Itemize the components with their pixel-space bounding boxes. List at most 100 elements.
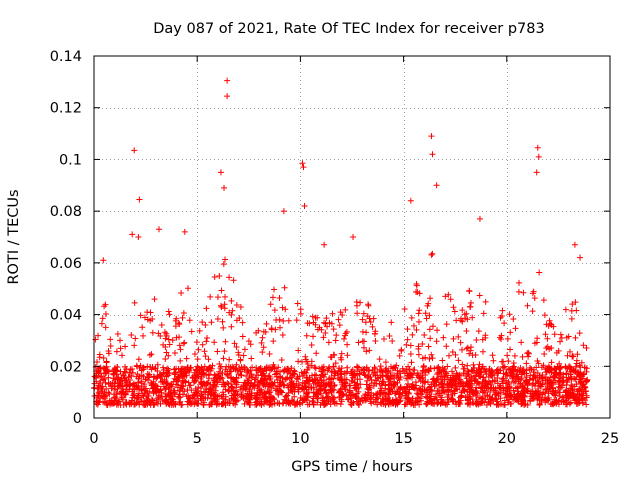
data-point [317, 374, 324, 381]
data-point [421, 379, 428, 386]
data-point [111, 394, 118, 401]
data-point [434, 327, 441, 334]
data-point [118, 394, 125, 401]
data-point [119, 394, 126, 401]
data-point [294, 374, 301, 381]
data-point [289, 372, 296, 379]
data-point [457, 339, 464, 346]
data-point [178, 290, 185, 297]
data-point [562, 306, 569, 313]
data-point [201, 380, 208, 387]
data-point [525, 350, 532, 357]
data-point [236, 364, 243, 371]
data-point [475, 365, 482, 372]
data-point [230, 396, 237, 403]
data-point [337, 401, 344, 408]
data-point [244, 398, 251, 405]
data-point [291, 368, 298, 375]
data-point [227, 374, 234, 381]
data-point [572, 299, 579, 306]
chart-title: Day 087 of 2021, Rate Of TEC Index for r… [153, 21, 544, 37]
data-point [233, 317, 240, 324]
data-point [447, 296, 454, 303]
data-point [498, 400, 505, 407]
data-point [455, 357, 462, 364]
data-point [493, 401, 500, 408]
data-point [233, 301, 240, 308]
data-point [281, 367, 288, 374]
data-point [555, 383, 562, 390]
data-point [544, 343, 551, 350]
data-point [131, 147, 138, 154]
data-point [204, 366, 211, 373]
data-point [371, 330, 378, 337]
data-point [230, 364, 237, 371]
data-point [538, 364, 545, 371]
data-point [409, 374, 416, 381]
data-point [285, 368, 292, 375]
data-point [474, 390, 481, 397]
data-point [214, 294, 221, 301]
data-point [269, 294, 276, 301]
data-point [486, 396, 493, 403]
data-point [226, 368, 233, 375]
data-point [361, 366, 368, 373]
data-point [131, 299, 138, 306]
data-point [177, 346, 184, 353]
data-point [207, 293, 214, 300]
data-point [429, 323, 436, 330]
data-point [348, 399, 355, 406]
data-point [428, 133, 435, 140]
data-point [253, 372, 260, 379]
data-point [459, 388, 466, 395]
data-point [389, 338, 396, 345]
data-point [527, 398, 534, 405]
data-point [552, 392, 559, 399]
data-point [169, 337, 176, 344]
data-point [340, 391, 347, 398]
data-point [363, 381, 370, 388]
data-point [507, 329, 514, 336]
data-point [438, 373, 445, 380]
data-point [399, 365, 406, 372]
data-point [372, 337, 379, 344]
data-point [102, 310, 109, 317]
data-point [433, 338, 440, 345]
data-point [192, 391, 199, 398]
data-point [392, 398, 399, 405]
data-point [226, 399, 233, 406]
data-point [463, 375, 470, 382]
data-point [404, 326, 411, 333]
data-point [268, 393, 275, 400]
data-point [419, 355, 426, 362]
data-point [119, 352, 126, 359]
data-point [181, 339, 188, 346]
data-point [259, 349, 266, 356]
data-point [409, 395, 416, 402]
data-point [269, 380, 276, 387]
data-point [163, 330, 170, 337]
data-point [457, 379, 464, 386]
data-point [144, 309, 151, 316]
data-point [514, 398, 521, 405]
data-point [480, 310, 487, 317]
data-point [166, 401, 173, 408]
data-point [369, 323, 376, 330]
data-point [179, 314, 186, 321]
data-point [473, 336, 480, 343]
data-point [342, 306, 349, 313]
data-point [118, 377, 125, 384]
data-point [428, 251, 435, 258]
data-point [413, 282, 420, 289]
data-point [162, 355, 169, 362]
data-point [299, 358, 306, 365]
data-point [487, 380, 494, 387]
data-point [271, 364, 278, 371]
data-point [338, 371, 345, 378]
data-point [327, 397, 334, 404]
data-point [459, 361, 466, 368]
data-point [253, 395, 260, 402]
data-point [351, 379, 358, 386]
data-point [299, 160, 306, 167]
data-point [151, 401, 158, 408]
